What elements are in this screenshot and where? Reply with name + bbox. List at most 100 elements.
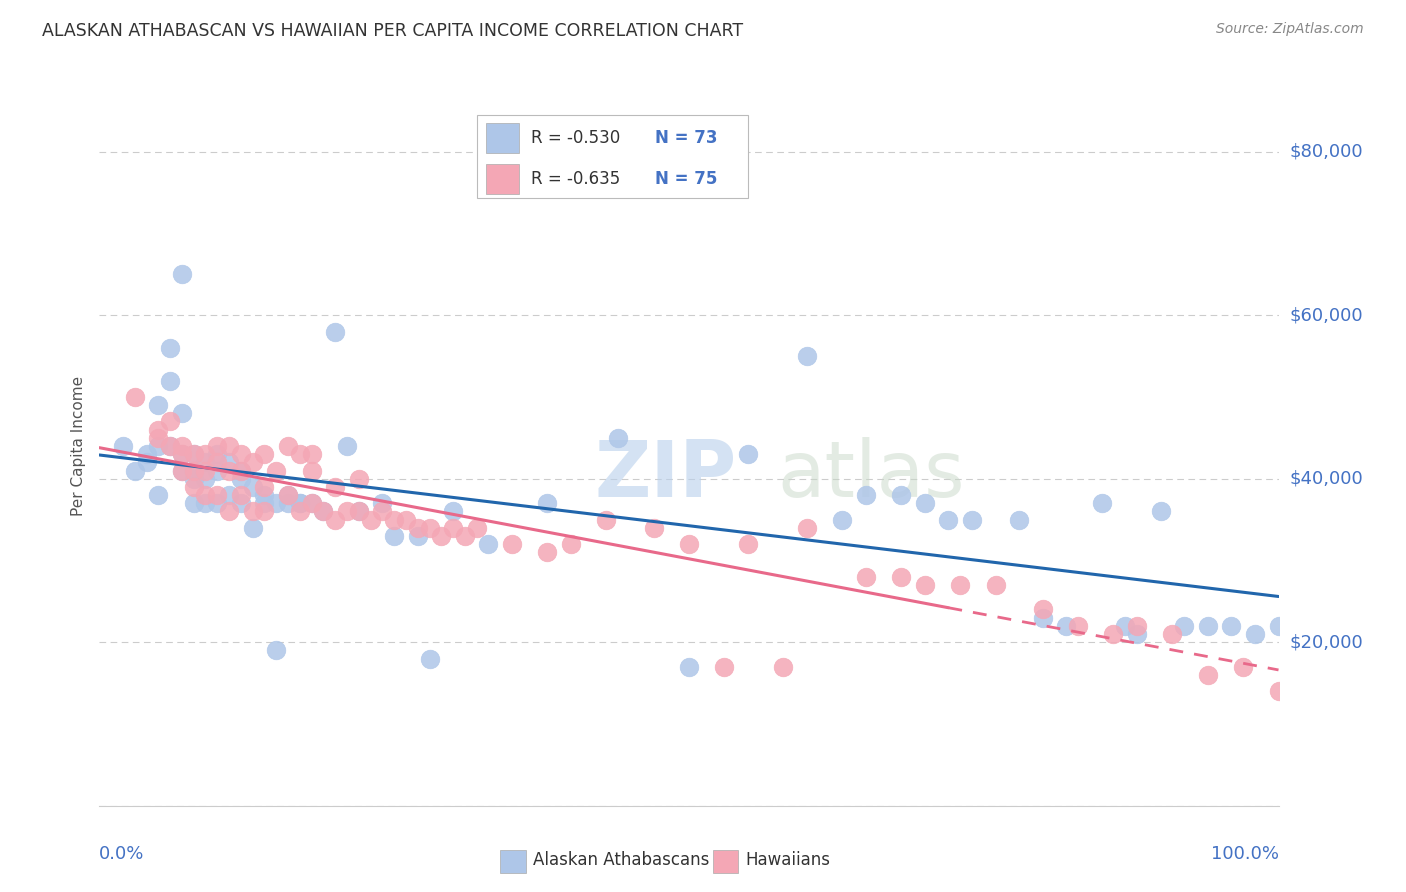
Point: [737, 447, 759, 461]
Point: [207, 447, 229, 461]
Point: [242, 504, 264, 518]
Point: [984, 578, 1007, 592]
Text: N = 73: N = 73: [655, 129, 717, 147]
Point: [477, 537, 499, 551]
Point: [1008, 512, 1031, 526]
Point: [301, 447, 323, 461]
Point: [264, 463, 287, 477]
Point: [347, 504, 370, 518]
Point: [170, 463, 193, 477]
Point: [772, 659, 794, 673]
Point: [1244, 627, 1267, 641]
Point: [159, 415, 181, 429]
Y-axis label: Per Capita Income: Per Capita Income: [72, 376, 86, 516]
Text: R = -0.635: R = -0.635: [531, 170, 620, 188]
Point: [1102, 627, 1125, 641]
Point: [831, 512, 853, 526]
Point: [159, 439, 181, 453]
Point: [382, 529, 405, 543]
Point: [536, 496, 558, 510]
Point: [229, 488, 252, 502]
Point: [1126, 619, 1149, 633]
Point: [914, 578, 936, 592]
Point: [170, 439, 193, 453]
Point: [229, 496, 252, 510]
Point: [159, 439, 181, 453]
Point: [1067, 619, 1090, 633]
Point: [253, 504, 276, 518]
Point: [135, 447, 157, 461]
Point: [1091, 496, 1114, 510]
Point: [229, 463, 252, 477]
Point: [124, 390, 146, 404]
Point: [441, 521, 464, 535]
Point: [323, 325, 346, 339]
Point: [560, 537, 582, 551]
Point: [678, 537, 700, 551]
Point: [465, 521, 488, 535]
Point: [218, 504, 240, 518]
Text: ALASKAN ATHABASCAN VS HAWAIIAN PER CAPITA INCOME CORRELATION CHART: ALASKAN ATHABASCAN VS HAWAIIAN PER CAPIT…: [42, 22, 744, 40]
Point: [371, 496, 394, 510]
Point: [336, 504, 359, 518]
Point: [218, 439, 240, 453]
Text: Hawaiians: Hawaiians: [745, 851, 831, 869]
Point: [183, 496, 205, 510]
Point: [371, 504, 394, 518]
Point: [890, 488, 912, 502]
Point: [242, 521, 264, 535]
Point: [1032, 602, 1054, 616]
Point: [194, 463, 217, 477]
Point: [796, 521, 818, 535]
Point: [242, 480, 264, 494]
FancyBboxPatch shape: [501, 849, 526, 872]
Point: [301, 496, 323, 510]
Point: [1126, 627, 1149, 641]
Point: [170, 268, 193, 282]
Point: [148, 488, 170, 502]
Point: [229, 447, 252, 461]
Text: N = 75: N = 75: [655, 170, 717, 188]
Point: [395, 512, 418, 526]
Point: [194, 447, 217, 461]
Point: [890, 570, 912, 584]
Point: [229, 472, 252, 486]
Point: [336, 439, 359, 453]
Point: [418, 521, 440, 535]
Point: [183, 447, 205, 461]
Point: [170, 463, 193, 477]
Point: [360, 512, 382, 526]
Point: [170, 447, 193, 461]
Point: [264, 496, 287, 510]
Point: [148, 423, 170, 437]
Point: [183, 480, 205, 494]
Point: [277, 496, 299, 510]
Point: [253, 447, 276, 461]
Text: $40,000: $40,000: [1289, 470, 1364, 488]
Point: [347, 472, 370, 486]
Text: R = -0.530: R = -0.530: [531, 129, 620, 147]
Text: $20,000: $20,000: [1289, 633, 1364, 651]
Point: [536, 545, 558, 559]
Point: [312, 504, 335, 518]
Point: [382, 512, 405, 526]
Text: $60,000: $60,000: [1289, 306, 1364, 324]
Point: [207, 439, 229, 453]
Point: [253, 496, 276, 510]
Point: [288, 447, 311, 461]
Point: [277, 439, 299, 453]
Point: [595, 512, 617, 526]
Point: [1197, 619, 1219, 633]
Text: 0.0%: 0.0%: [100, 845, 145, 863]
Point: [183, 447, 205, 461]
FancyBboxPatch shape: [713, 849, 738, 872]
Point: [288, 504, 311, 518]
Point: [914, 496, 936, 510]
Point: [170, 406, 193, 420]
Text: ZIP: ZIP: [595, 437, 737, 513]
Point: [1232, 659, 1254, 673]
Point: [454, 529, 477, 543]
Point: [406, 521, 429, 535]
Point: [124, 463, 146, 477]
Point: [441, 504, 464, 518]
